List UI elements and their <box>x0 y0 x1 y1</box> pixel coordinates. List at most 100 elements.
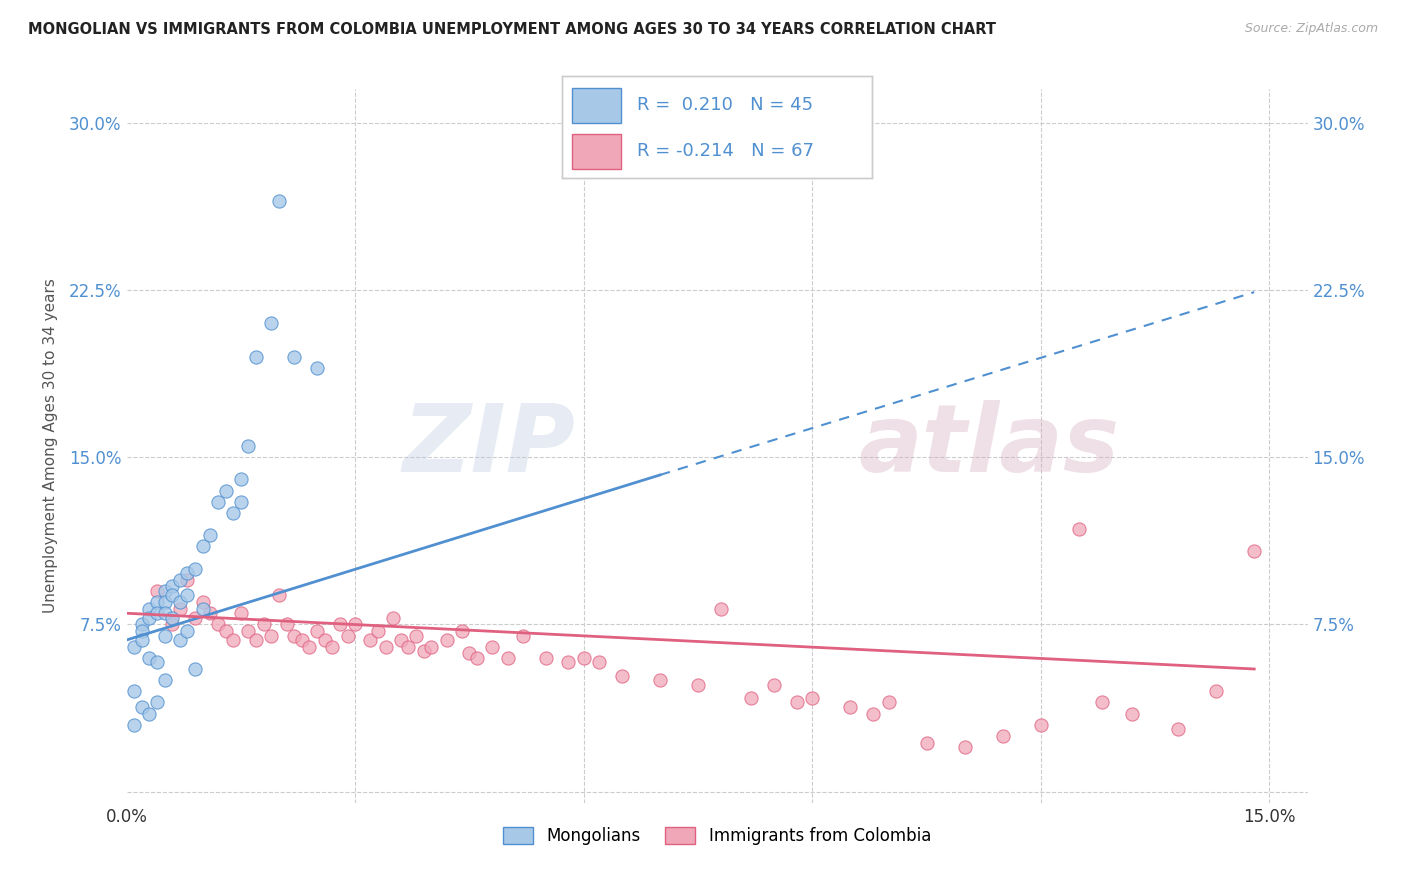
Point <box>283 350 305 364</box>
Point <box>138 706 160 721</box>
Point <box>122 640 145 654</box>
Point <box>229 494 252 508</box>
Point <box>367 624 389 639</box>
Point <box>184 662 207 676</box>
Point <box>915 735 938 749</box>
Legend: Mongolians, Immigrants from Colombia: Mongolians, Immigrants from Colombia <box>496 820 938 852</box>
Point <box>146 607 169 621</box>
Point <box>138 601 160 615</box>
Point <box>450 624 472 639</box>
Y-axis label: Unemployment Among Ages 30 to 34 years: Unemployment Among Ages 30 to 34 years <box>44 278 58 614</box>
Point <box>374 640 396 654</box>
Point <box>238 439 260 453</box>
Point <box>245 633 267 648</box>
Point <box>260 628 283 642</box>
Point <box>420 640 443 654</box>
Point <box>329 617 352 632</box>
Point <box>146 655 169 669</box>
Text: R =  0.210   N = 45: R = 0.210 N = 45 <box>637 95 813 113</box>
Point <box>169 595 191 609</box>
Point <box>405 628 427 642</box>
Point <box>229 472 252 486</box>
Point <box>534 651 557 665</box>
Point <box>122 717 145 731</box>
Point <box>305 624 328 639</box>
Point <box>214 483 236 498</box>
Point <box>481 640 503 654</box>
Text: atlas: atlas <box>859 400 1121 492</box>
Point <box>191 595 214 609</box>
Point <box>740 690 762 705</box>
Point <box>398 640 420 654</box>
Point <box>153 583 176 598</box>
Point <box>412 644 434 658</box>
Point <box>191 601 214 615</box>
Point <box>138 651 160 665</box>
Point <box>131 617 153 632</box>
Point <box>222 633 245 648</box>
Point <box>222 506 245 520</box>
Point <box>200 528 222 542</box>
Point <box>138 610 160 624</box>
Point <box>238 624 260 639</box>
Point <box>801 690 824 705</box>
Point <box>207 494 229 508</box>
Point <box>153 628 176 642</box>
Point <box>131 624 153 639</box>
Point <box>207 617 229 632</box>
Point <box>184 610 207 624</box>
Point <box>169 573 191 587</box>
Point <box>153 595 176 609</box>
Point <box>176 624 198 639</box>
Point <box>291 633 314 648</box>
Point <box>305 360 328 375</box>
Point <box>169 601 191 615</box>
Point <box>344 617 367 632</box>
Point <box>184 562 207 576</box>
Point <box>572 651 595 665</box>
Point <box>321 640 343 654</box>
Point <box>146 595 169 609</box>
Point <box>314 633 336 648</box>
Point <box>436 633 458 648</box>
Point <box>648 673 671 687</box>
Point <box>153 673 176 687</box>
Point <box>162 610 184 624</box>
Point <box>191 539 214 553</box>
FancyBboxPatch shape <box>572 135 621 169</box>
Point <box>496 651 519 665</box>
Point <box>146 583 169 598</box>
Point <box>267 589 290 603</box>
Point <box>122 684 145 698</box>
Point <box>276 617 298 632</box>
Point <box>176 566 198 580</box>
Point <box>465 651 488 665</box>
Point <box>1091 696 1114 710</box>
Point <box>588 655 610 669</box>
Point <box>1121 706 1143 721</box>
Point <box>877 696 900 710</box>
Point <box>359 633 381 648</box>
Point <box>710 601 733 615</box>
Text: MONGOLIAN VS IMMIGRANTS FROM COLOMBIA UNEMPLOYMENT AMONG AGES 30 TO 34 YEARS COR: MONGOLIAN VS IMMIGRANTS FROM COLOMBIA UN… <box>28 22 995 37</box>
Text: R = -0.214   N = 67: R = -0.214 N = 67 <box>637 142 814 160</box>
Point <box>686 678 709 692</box>
Point <box>298 640 321 654</box>
Point <box>146 696 169 710</box>
Point <box>610 669 633 683</box>
Point <box>176 589 198 603</box>
Point <box>162 580 184 594</box>
Point <box>283 628 305 642</box>
Point <box>169 633 191 648</box>
Text: ZIP: ZIP <box>402 400 575 492</box>
Point <box>382 610 405 624</box>
Point <box>253 617 276 632</box>
Point <box>512 628 534 642</box>
Point <box>214 624 236 639</box>
Point <box>839 699 862 714</box>
Point <box>229 607 252 621</box>
Point <box>260 316 283 330</box>
Point <box>991 729 1014 743</box>
Point <box>1243 543 1265 558</box>
Point <box>200 607 222 621</box>
